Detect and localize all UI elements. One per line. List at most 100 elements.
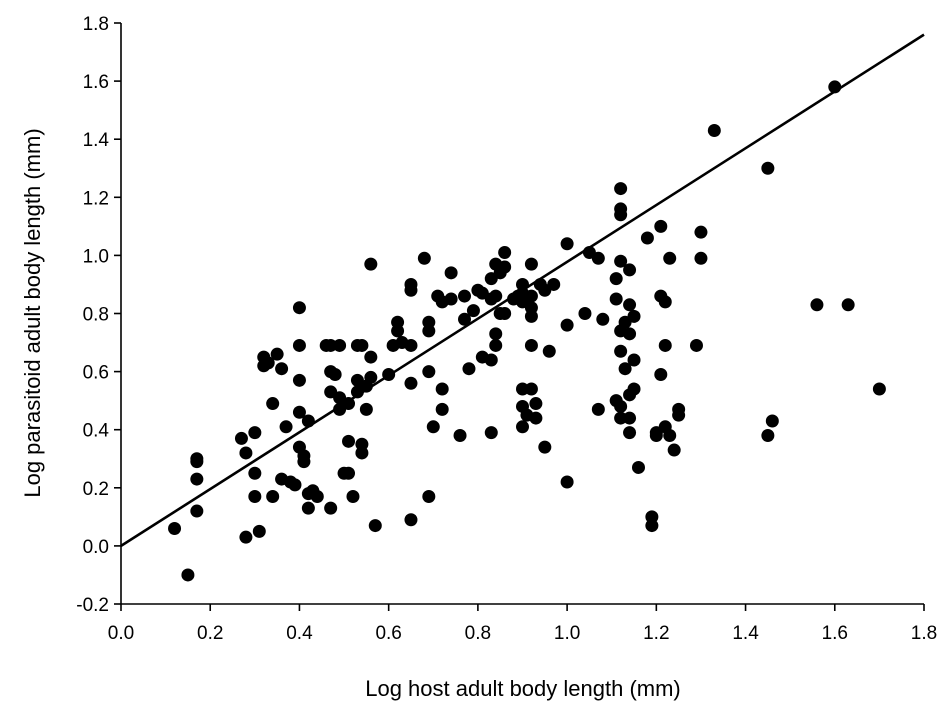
y-tick-label: 1.2 — [83, 188, 109, 209]
data-point — [663, 429, 677, 443]
data-point — [645, 519, 659, 533]
data-point — [489, 338, 503, 352]
x-tick-label: 1.6 — [822, 623, 848, 644]
data-point — [190, 452, 204, 466]
data-point — [346, 490, 360, 504]
data-point — [623, 327, 637, 341]
data-point — [422, 365, 436, 379]
data-point — [529, 411, 543, 425]
data-point — [261, 356, 275, 370]
data-point — [658, 338, 672, 352]
data-point — [239, 530, 253, 544]
data-point — [391, 324, 405, 338]
data-point — [524, 309, 538, 323]
data-point — [627, 353, 641, 367]
y-tick-label: -0.2 — [76, 595, 109, 616]
data-point — [368, 519, 382, 533]
y-axis-ticks: -0.2 0.0 0.2 0.4 0.6 0.8 1.0 1.2 1.4 1.6 1.8 — [76, 14, 121, 616]
data-point — [689, 338, 703, 352]
data-point — [872, 382, 886, 396]
data-point — [828, 80, 842, 94]
data-point — [707, 123, 721, 137]
data-points — [168, 80, 886, 582]
data-point — [658, 295, 672, 309]
data-point — [591, 402, 605, 416]
data-point — [489, 289, 503, 303]
data-point — [435, 382, 449, 396]
y-tick-label: 0.0 — [83, 537, 109, 558]
data-point — [547, 277, 561, 291]
data-point — [609, 272, 623, 286]
data-point — [560, 237, 574, 251]
data-point — [404, 513, 418, 527]
data-point — [324, 501, 338, 515]
data-point — [578, 307, 592, 320]
data-point — [270, 347, 284, 361]
data-point — [663, 251, 677, 265]
data-point — [810, 298, 824, 312]
data-point — [462, 362, 476, 376]
data-point — [761, 161, 775, 175]
y-tick-label: 0.6 — [83, 363, 109, 384]
data-point — [364, 350, 378, 364]
data-point — [266, 490, 280, 504]
data-point — [279, 420, 293, 434]
data-point — [382, 368, 396, 382]
data-point — [614, 411, 628, 425]
data-point — [649, 429, 663, 443]
data-point — [516, 420, 529, 434]
x-tick-label: 1.0 — [554, 623, 580, 644]
data-point — [694, 225, 708, 239]
data-point — [614, 344, 628, 358]
data-point — [342, 397, 356, 411]
data-point — [292, 338, 306, 352]
data-point — [498, 307, 512, 320]
data-point — [614, 208, 628, 222]
data-point — [168, 521, 182, 535]
data-point — [484, 426, 498, 440]
y-tick-label: 1.8 — [83, 14, 109, 35]
data-point — [355, 446, 369, 460]
data-point — [426, 420, 440, 434]
data-point — [524, 289, 538, 303]
data-point — [297, 455, 311, 469]
data-point — [364, 257, 378, 271]
x-tick-label: 0.0 — [108, 623, 134, 644]
data-point — [672, 408, 686, 422]
data-point — [765, 414, 779, 428]
data-point — [560, 318, 574, 332]
data-point — [623, 298, 637, 312]
data-point — [614, 254, 628, 268]
y-tick-label: 1.0 — [83, 246, 109, 267]
data-point — [529, 397, 543, 411]
data-point — [466, 304, 480, 318]
x-tick-label: 1.8 — [911, 623, 937, 644]
data-point — [404, 338, 418, 352]
data-point — [292, 301, 306, 315]
x-tick-label: 0.8 — [465, 623, 491, 644]
x-tick-label: 0.6 — [375, 623, 401, 644]
data-point — [623, 426, 637, 440]
data-point — [248, 426, 262, 440]
data-point — [498, 260, 512, 274]
data-point — [618, 362, 632, 376]
data-point — [444, 292, 458, 306]
y-axis-title: Log parasitoid adult body length (mm) — [20, 128, 45, 497]
data-point — [560, 475, 574, 489]
x-tick-label: 1.4 — [732, 623, 759, 644]
data-point — [190, 504, 204, 518]
data-point — [342, 434, 356, 448]
data-point — [342, 466, 356, 480]
data-point — [841, 298, 855, 312]
y-tick-label: 0.4 — [83, 421, 110, 442]
data-point — [516, 382, 529, 396]
data-point — [310, 490, 324, 504]
data-point — [623, 411, 637, 425]
y-tick-label: 1.6 — [83, 72, 109, 93]
data-point — [266, 397, 280, 411]
data-point — [538, 440, 552, 454]
data-point — [328, 368, 342, 382]
data-point — [654, 219, 668, 233]
y-tick-label: 0.2 — [83, 479, 109, 500]
data-point — [458, 312, 472, 326]
